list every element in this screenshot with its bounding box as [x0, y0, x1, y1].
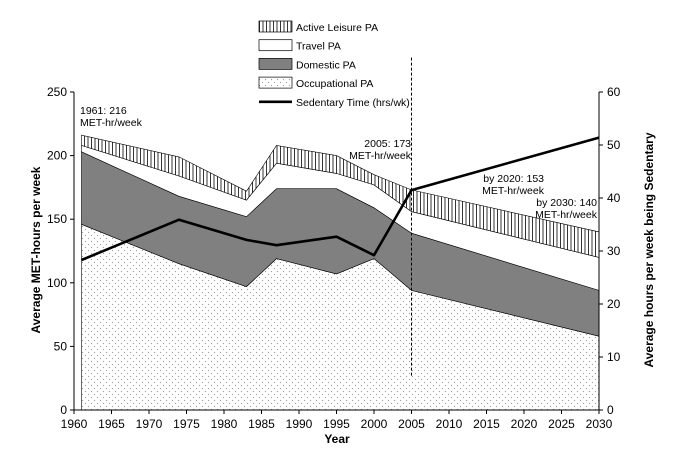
y-tick-label: 50 [54, 339, 68, 353]
x-tick-label: 1970 [136, 417, 163, 431]
series-line-sedentary-time [81, 136, 600, 262]
y2-tick-label: 10 [607, 350, 621, 364]
annotation-line: 2005: 173 [364, 138, 411, 150]
x-tick-label: 1985 [248, 417, 275, 431]
x-tick-label: 1995 [323, 417, 350, 431]
legend: Active Leisure PA Travel PA Domestic PA Occ… [258, 20, 410, 109]
x-tick-label: 1980 [211, 417, 238, 431]
y-tick-label: 200 [47, 149, 67, 163]
y2-tick-label: 20 [607, 297, 621, 311]
y-tick-label: 150 [47, 212, 67, 226]
lines [81, 57, 600, 376]
legend-swatch [258, 58, 293, 70]
annotation-line: MET-hr/week [349, 150, 412, 162]
y-tick-label: 100 [47, 276, 67, 290]
y2-axis-title: Average hours per week being Sedentary [642, 132, 656, 367]
legend-label: Sedentary Time (hrs/wk) [296, 97, 410, 109]
x-tick-label: 2030 [586, 417, 613, 431]
y2-tick-label: 40 [607, 191, 621, 205]
annotation-line: MET-hr/week [80, 117, 143, 129]
x-tick-label: 2005 [398, 417, 425, 431]
legend-label: Active Leisure PA [296, 22, 378, 34]
y2-tick-label: 60 [607, 85, 621, 99]
stacked-areas [81, 134, 600, 411]
annotation-2020: by 2020: 153 MET-hr/week [482, 173, 545, 197]
annotation-line: by 2030: 140 [536, 197, 597, 209]
x-tick-label: 1960 [61, 417, 88, 431]
annotation-2005: 2005: 173 MET-hr/week [349, 138, 412, 162]
y2-tick-label: 0 [607, 403, 614, 417]
axes: 1960 1965 1970 1975 1980 1985 1990 1995 2000 2005… [47, 85, 621, 431]
annotation-line: by 2020: 153 [483, 173, 544, 185]
y-tick-label: 250 [47, 85, 67, 99]
annotation-2030: by 2030: 140 MET-hr/week [535, 197, 598, 221]
x-tick-label: 1965 [98, 417, 125, 431]
legend-swatch [258, 39, 293, 52]
x-tick-label: 2025 [548, 417, 575, 431]
y2-tick-label: 30 [607, 244, 621, 258]
x-axis-title: Year [324, 432, 350, 446]
y-tick-label: 0 [60, 403, 67, 417]
y-axis-title: Average MET-hours per week [29, 166, 43, 333]
annotation-line: MET-hr/week [535, 209, 598, 221]
x-tick-label: 2020 [511, 417, 538, 431]
x-tick-label: 2000 [361, 417, 388, 431]
x-tick-label: 1975 [173, 417, 200, 431]
legend-swatch [258, 20, 293, 33]
annotation-line: MET-hr/week [482, 185, 545, 197]
x-tick-label: 1990 [286, 417, 313, 431]
legend-swatch [258, 76, 293, 89]
annotation-line: 1961: 216 [80, 105, 127, 117]
y2-tick-label: 50 [607, 138, 621, 152]
legend-label: Travel PA [296, 41, 341, 53]
annotation-1961: 1961: 216 MET-hr/week [80, 105, 143, 129]
legend-label: Occupational PA [296, 78, 373, 90]
x-tick-label: 2015 [473, 417, 500, 431]
x-tick-label: 2010 [436, 417, 463, 431]
legend-label: Domestic PA [296, 59, 356, 71]
